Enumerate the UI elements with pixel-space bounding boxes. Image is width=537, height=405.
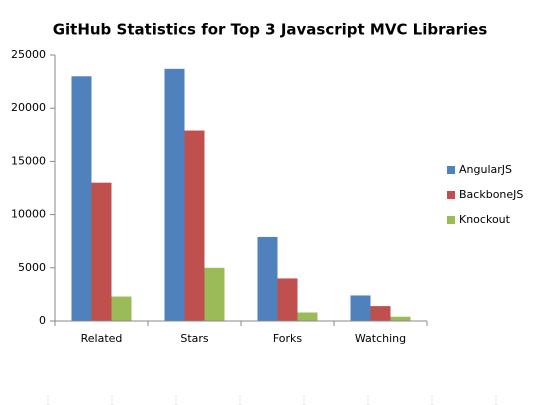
bar bbox=[257, 236, 278, 321]
bar bbox=[91, 182, 112, 321]
x-tick-label: Stars bbox=[180, 332, 209, 345]
bar bbox=[350, 295, 371, 321]
x-tick-label: Related bbox=[81, 332, 123, 345]
y-tick-label: 5000 bbox=[18, 261, 46, 274]
legend-swatch bbox=[447, 166, 455, 174]
bar bbox=[204, 267, 225, 321]
legend-label: AngularJS bbox=[459, 163, 512, 176]
bar bbox=[71, 76, 92, 321]
bar bbox=[390, 316, 411, 321]
y-tick-label: 10000 bbox=[11, 208, 46, 221]
bar bbox=[277, 278, 298, 321]
x-tick-label: Watching bbox=[355, 332, 406, 345]
y-tick-label: 15000 bbox=[11, 154, 46, 167]
legend-label: BackboneJS bbox=[459, 188, 523, 201]
footer-marks bbox=[47, 395, 497, 405]
y-tick-label: 25000 bbox=[11, 48, 46, 61]
legend-label: Knockout bbox=[459, 213, 511, 226]
y-tick-label: 0 bbox=[39, 314, 46, 327]
chart-title: GitHub Statistics for Top 3 Javascript M… bbox=[53, 21, 488, 39]
bar bbox=[184, 130, 205, 321]
legend-swatch bbox=[447, 191, 455, 199]
bar bbox=[164, 68, 185, 321]
y-tick-label: 20000 bbox=[11, 101, 46, 114]
x-tick-label: Forks bbox=[273, 332, 303, 345]
bar bbox=[111, 296, 132, 321]
legend-swatch bbox=[447, 216, 455, 224]
bar bbox=[297, 312, 318, 321]
bar bbox=[370, 306, 391, 321]
